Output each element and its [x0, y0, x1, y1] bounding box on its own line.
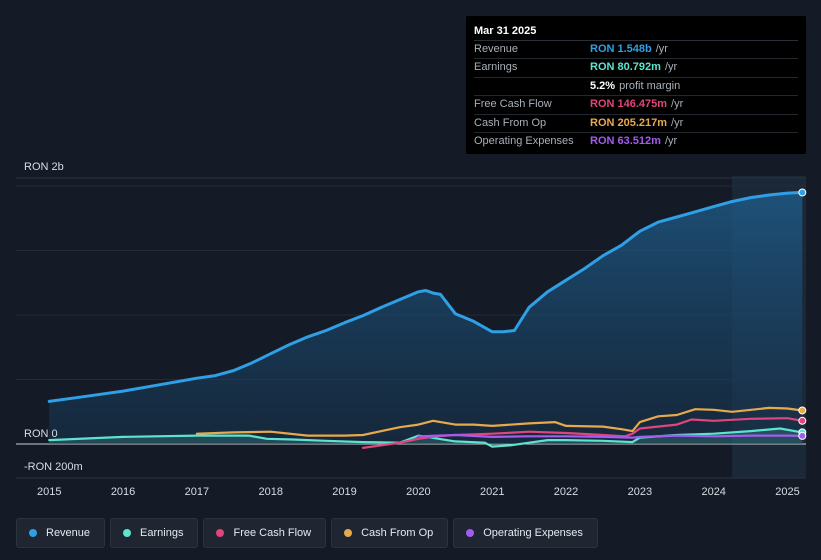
tooltip-value: RON 80.792m	[590, 61, 661, 74]
tooltip-row-profit-margin: 5.2% profit margin	[474, 78, 798, 97]
x-tick-label: 2017	[185, 486, 209, 498]
legend-label: Free Cash Flow	[233, 527, 312, 539]
x-tick-label: 2024	[701, 486, 725, 498]
tooltip-label	[474, 78, 590, 95]
revenue-area	[49, 192, 803, 444]
x-tick-label: 2019	[332, 486, 356, 498]
operating-expenses-line	[417, 433, 804, 439]
tooltip-label: Earnings	[474, 61, 518, 74]
x-tick-label: 2020	[406, 486, 430, 498]
tooltip-row-earnings: Earnings RON 80.792m /yr	[474, 59, 798, 78]
x-tick-label: 2016	[111, 486, 135, 498]
revenue-dot-icon	[29, 529, 37, 537]
legend-item-revenue[interactable]: Revenue	[16, 518, 106, 548]
revenue-line	[47, 190, 804, 403]
tooltip-row-revenue: Revenue RON 1.548b /yr	[474, 41, 798, 60]
tooltip-label: Cash From Op	[474, 116, 547, 129]
y-tick-label: RON 2b	[24, 161, 64, 173]
tooltip-row-operating-expenses: Operating Expenses RON 63.512m /yr	[474, 133, 798, 150]
x-tick-label: 2025	[775, 486, 799, 498]
legend-label: Cash From Op	[361, 527, 434, 539]
free-cash-flow-line	[361, 417, 804, 449]
tooltip-unit: profit margin	[619, 79, 681, 92]
legend-label: Revenue	[46, 527, 91, 539]
tooltip-label: Operating Expenses	[474, 134, 574, 147]
chart-area: RON 2b RON 0 -RON 200m 2015 2016 2017 2018 201…	[16, 161, 807, 498]
legend-item-operating-expenses[interactable]: Operating Expenses	[453, 518, 598, 548]
tooltip-unit: /yr	[671, 116, 684, 129]
tooltip-unit: /yr	[664, 134, 678, 147]
tooltip-value: RON 205.217m	[590, 116, 668, 129]
x-tick-label: 2015	[37, 486, 61, 498]
tooltip-unit: /yr	[664, 61, 678, 74]
x-tick-label: 2021	[480, 486, 504, 498]
legend-item-free-cash-flow[interactable]: Free Cash Flow	[203, 518, 327, 548]
tooltip-value: RON 63.512m	[590, 134, 661, 147]
tooltip-value: 5.2%	[590, 79, 616, 92]
cash-from-op-line	[195, 406, 804, 437]
tooltip-row-free-cash-flow: Free Cash Flow RON 146.475m /yr	[474, 96, 798, 115]
y-tick-label: -RON 200m	[24, 461, 83, 473]
x-tick-label: 2022	[554, 486, 578, 498]
data-tooltip: Mar 31 2025 Revenue RON 1.548b /yr Earni…	[466, 16, 806, 154]
tooltip-unit: /yr	[655, 43, 668, 55]
cash-from-op-dot-icon	[344, 529, 353, 537]
free-cash-flow-endpoint	[798, 416, 807, 425]
chart-legend: Revenue Earnings Free Cash Flow Cash Fro…	[16, 518, 598, 548]
earnings-dot-icon	[123, 529, 132, 537]
legend-item-cash-from-op[interactable]: Cash From Op	[331, 518, 449, 548]
operating-expenses-endpoint	[798, 431, 807, 440]
legend-label: Operating Expenses	[483, 527, 583, 539]
operating-expenses-dot-icon	[466, 529, 475, 537]
x-tick-label: 2023	[628, 486, 652, 498]
revenue-endpoint	[798, 188, 807, 197]
cash-from-op-endpoint	[798, 406, 807, 415]
tooltip-label: Free Cash Flow	[474, 98, 552, 111]
legend-label: Earnings	[140, 527, 184, 539]
y-tick-label: RON 0	[24, 428, 58, 440]
tooltip-row-cash-from-op: Cash From Op RON 205.217m /yr	[474, 115, 798, 133]
legend-item-earnings[interactable]: Earnings	[110, 518, 199, 548]
tooltip-unit: /yr	[671, 98, 684, 111]
free-cash-flow-dot-icon	[216, 529, 225, 537]
x-tick-label: 2018	[258, 486, 282, 498]
tooltip-value: RON 146.475m	[590, 98, 668, 111]
tooltip-label: Revenue	[474, 43, 519, 55]
tooltip-value: RON 1.548b	[590, 43, 652, 55]
tooltip-date: Mar 31 2025	[474, 24, 798, 41]
